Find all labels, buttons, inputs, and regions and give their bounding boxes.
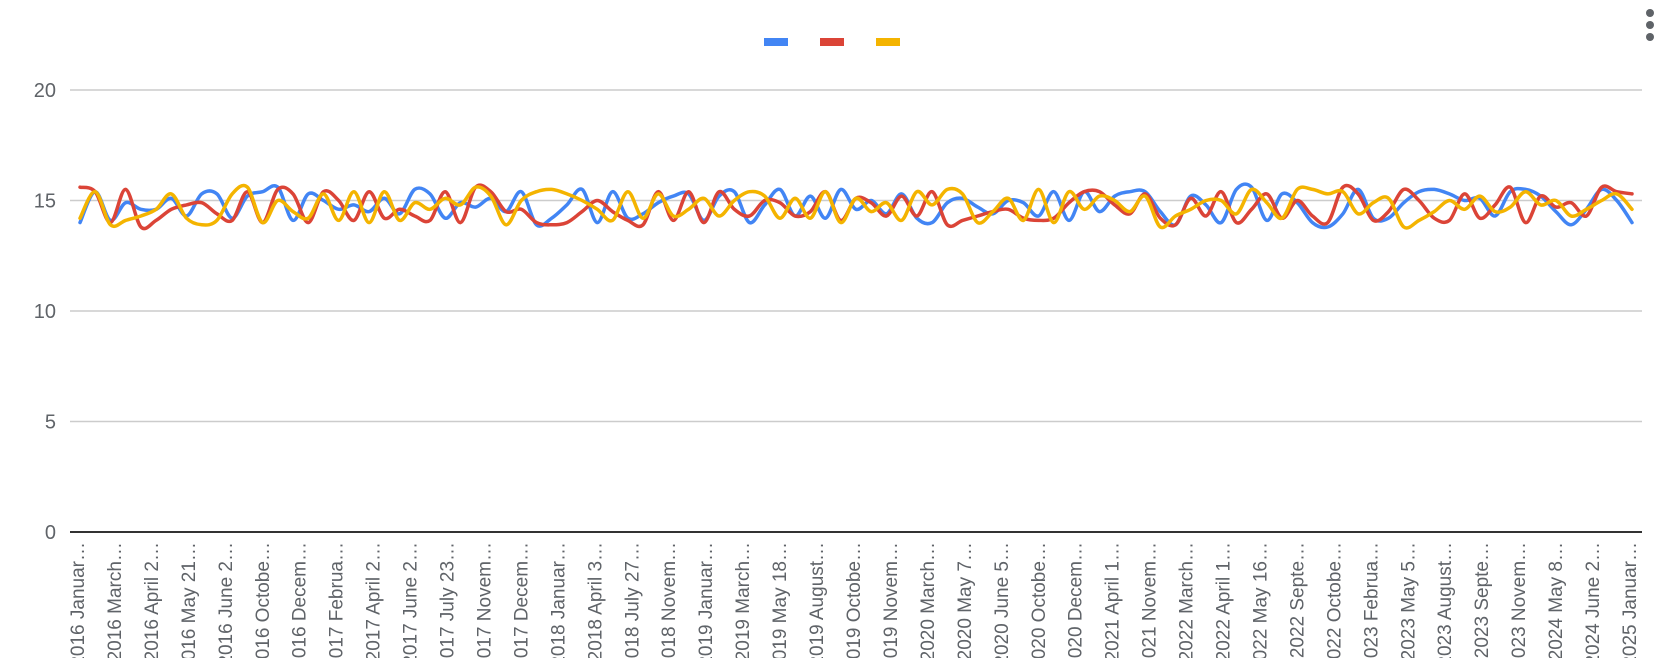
x-tick-label: 2018 Januar…: [548, 542, 569, 658]
x-tick-label: 2017 June 2…: [401, 542, 422, 658]
y-tick-label: 20: [34, 80, 56, 102]
x-tick-label: 2022 Septe…: [1287, 542, 1308, 658]
x-tick-label: 2023 May 5…: [1398, 542, 1419, 658]
x-tick-label: 2016 March…: [105, 542, 126, 658]
x-tick-label: 2020 March…: [918, 542, 939, 658]
x-tick-label: 2023 August…: [1435, 542, 1456, 658]
x-tick-label: 2020 Decem…: [1066, 542, 1087, 658]
x-tick-label: 2022 April 1…: [1214, 542, 1235, 658]
legend[interactable]: [764, 38, 900, 46]
more-options-button[interactable]: [1640, 6, 1660, 46]
x-tick-label: 2021 Novem…: [1140, 542, 1161, 658]
x-tick-label: 2017 July 23…: [438, 542, 459, 658]
x-tick-label: 2016 May 21…: [179, 542, 200, 658]
x-tick-label: 2016 Januar…: [68, 542, 89, 658]
x-tick-label: 2019 Octobe…: [844, 542, 865, 658]
x-tick-label: 2017 Novem…: [475, 542, 496, 658]
x-tick-label: 2018 April 3…: [585, 542, 606, 658]
x-tick-label: 2019 Januar…: [696, 542, 717, 658]
x-tick-label: 2017 Decem…: [511, 542, 532, 658]
y-tick-label: 5: [45, 412, 56, 434]
x-tick-label: 2016 Octobe…: [253, 542, 274, 658]
x-tick-label: 2023 Septe…: [1472, 542, 1493, 658]
x-tick-label: 2019 March…: [733, 542, 754, 658]
series-lines: [78, 182, 1634, 231]
y-tick-label: 0: [45, 522, 56, 544]
x-tick-label: 2023 Februa…: [1361, 542, 1382, 658]
x-tick-label: 2017 April 2…: [364, 542, 385, 658]
x-tick-label: 2016 June 2…: [216, 542, 237, 658]
x-tick-label: 2020 Octobe…: [1029, 542, 1050, 658]
y-tick-label: 10: [34, 301, 56, 323]
x-tick-label: 2022 March…: [1177, 542, 1198, 658]
grid-lines: [70, 89, 1642, 533]
x-tick-label: 2018 Novem…: [659, 542, 680, 658]
x-tick-label: 2016 April 2…: [142, 542, 163, 658]
x-tick-label: 2019 May 18…: [770, 542, 791, 658]
x-tick-label: 2024 June 2…: [1583, 542, 1604, 658]
x-tick-label: 2022 May 16…: [1251, 542, 1272, 658]
x-tick-label: 2020 May 7…: [955, 542, 976, 658]
x-tick-label: 2018 July 27…: [622, 542, 643, 658]
x-tick-label: 2019 Novem…: [881, 542, 902, 658]
x-axis-ticks: 2016 Januar… 2016 March… 2016 April 2… 2016…: [68, 542, 1641, 658]
x-tick-label: 2025 Januar…: [1620, 542, 1641, 658]
x-tick-label: 2023 Novem…: [1509, 542, 1530, 658]
y-axis-ticks: 0 5 10 15 20: [34, 80, 56, 544]
legend-swatch-3[interactable]: [876, 38, 900, 46]
series-line-3: [78, 183, 1634, 230]
x-tick-label: 2016 Decem…: [290, 542, 311, 658]
x-tick-label: 2017 Februa…: [327, 542, 348, 658]
x-tick-label: 2024 May 8…: [1546, 542, 1567, 658]
legend-swatch-2[interactable]: [820, 38, 844, 46]
legend-swatch-1[interactable]: [764, 38, 788, 46]
x-tick-label: 2020 June 5…: [992, 542, 1013, 658]
x-tick-label: 2021 April 1…: [1103, 542, 1124, 658]
y-tick-label: 15: [34, 191, 56, 213]
x-tick-label: 2019 August…: [807, 542, 828, 658]
x-tick-label: 2022 Octobe…: [1324, 542, 1345, 658]
more-vert-icon: [1640, 9, 1660, 41]
